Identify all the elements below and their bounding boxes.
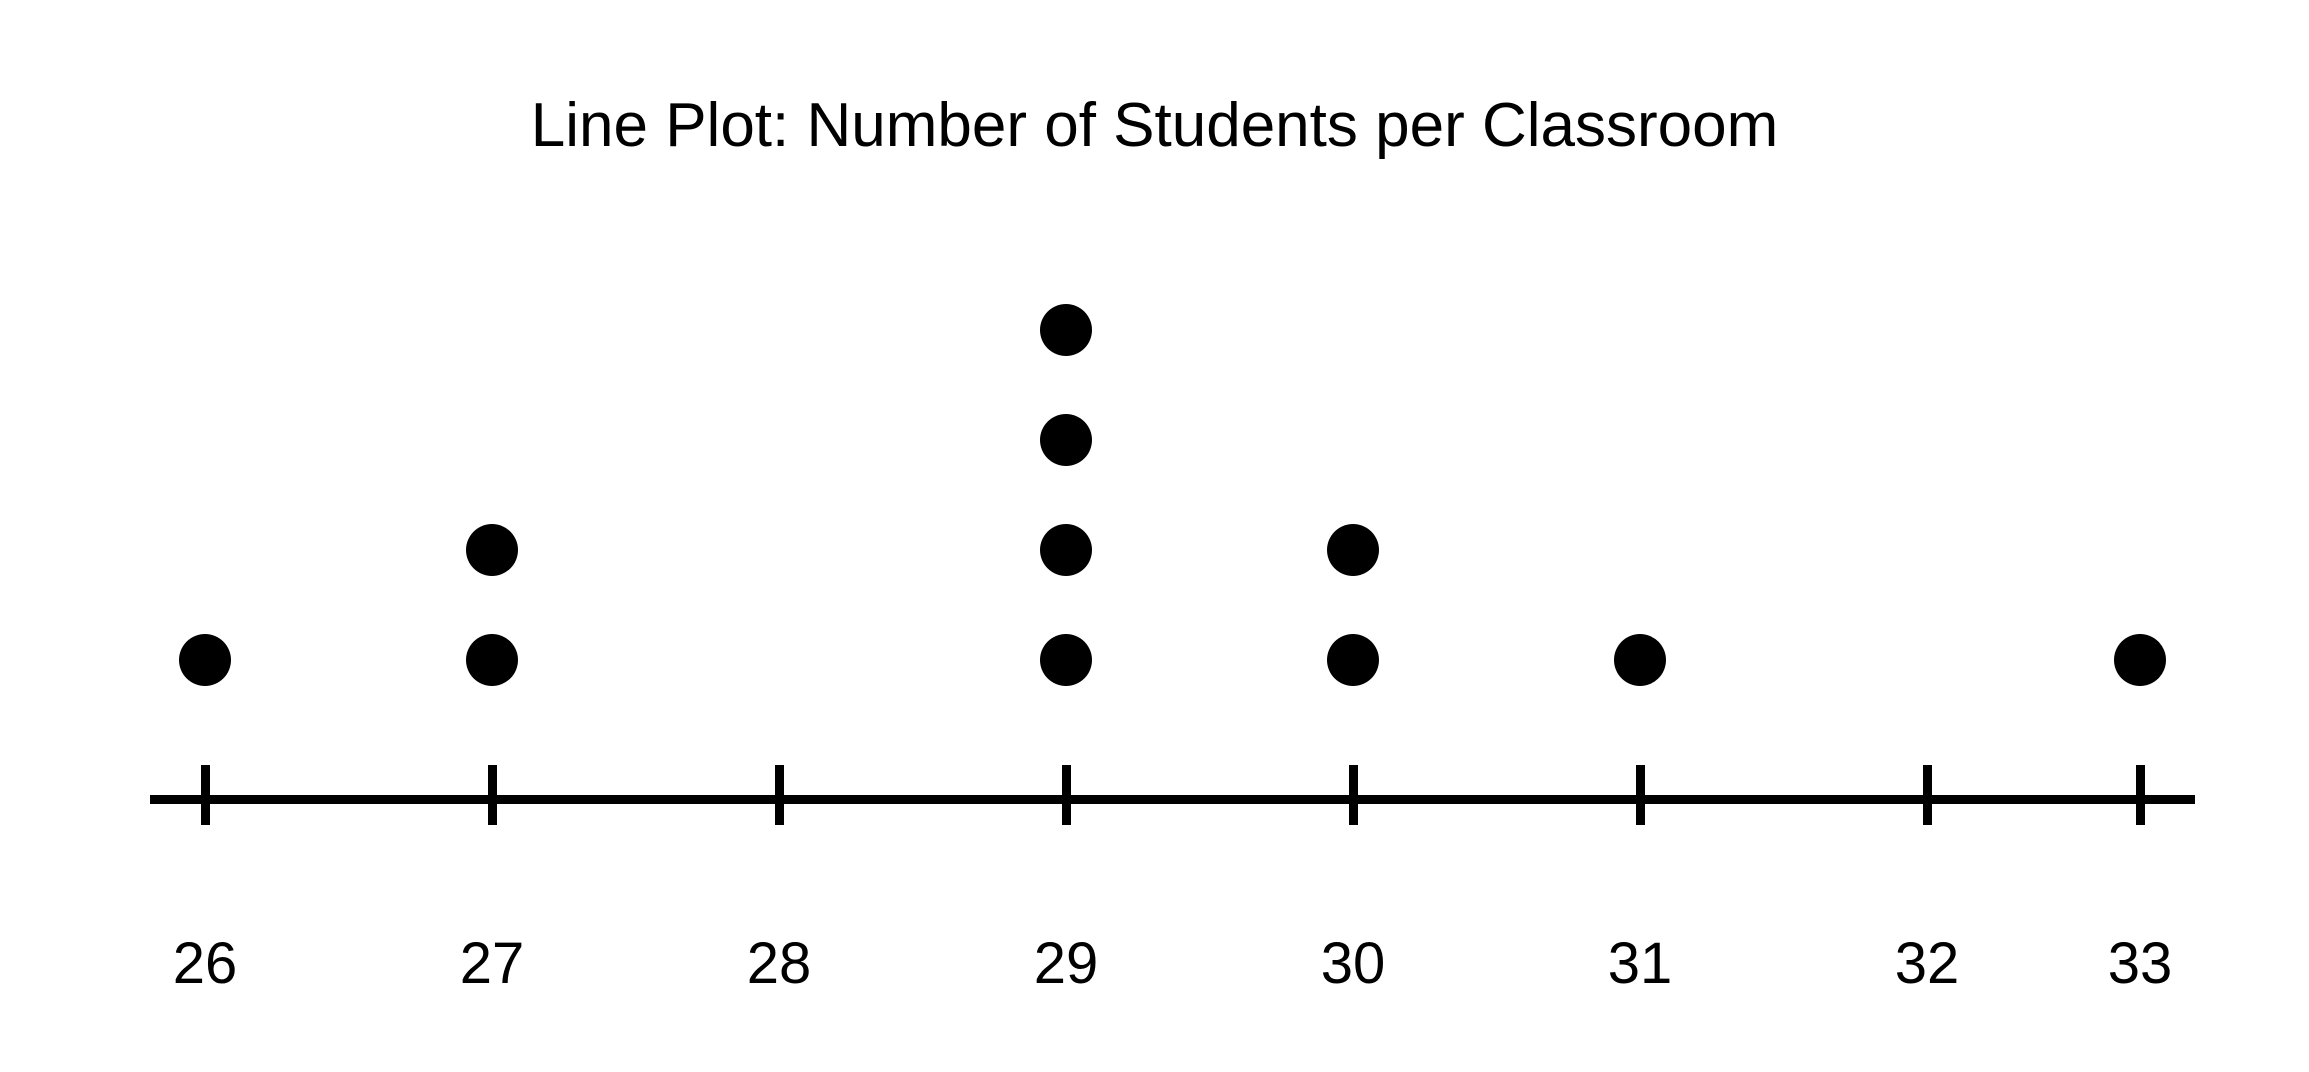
axis-tick: [2136, 765, 2145, 825]
data-dot: [1614, 634, 1666, 686]
axis-tick-label: 26: [173, 930, 238, 997]
data-dot: [179, 634, 231, 686]
data-dot: [1327, 524, 1379, 576]
axis-tick-label: 28: [747, 930, 812, 997]
data-dot: [466, 524, 518, 576]
data-dot: [1040, 524, 1092, 576]
lineplot-chart: Line Plot: Number of Students per Classr…: [0, 0, 2309, 1072]
axis-tick: [1062, 765, 1071, 825]
axis-tick: [1349, 765, 1358, 825]
axis-tick-label: 30: [1321, 930, 1386, 997]
axis-tick-label: 27: [460, 930, 525, 997]
axis-tick-label: 32: [1895, 930, 1960, 997]
axis-tick: [775, 765, 784, 825]
data-dot: [2114, 634, 2166, 686]
axis-tick: [1636, 765, 1645, 825]
axis-tick-label: 31: [1608, 930, 1673, 997]
data-dot: [1327, 634, 1379, 686]
axis-tick: [1923, 765, 1932, 825]
axis-tick-label: 29: [1034, 930, 1099, 997]
axis-tick: [488, 765, 497, 825]
data-dot: [1040, 304, 1092, 356]
x-axis-line: [150, 795, 2195, 804]
axis-tick-label: 33: [2108, 930, 2173, 997]
chart-title: Line Plot: Number of Students per Classr…: [0, 90, 2309, 161]
data-dot: [1040, 634, 1092, 686]
data-dot: [1040, 414, 1092, 466]
data-dot: [466, 634, 518, 686]
axis-tick: [201, 765, 210, 825]
